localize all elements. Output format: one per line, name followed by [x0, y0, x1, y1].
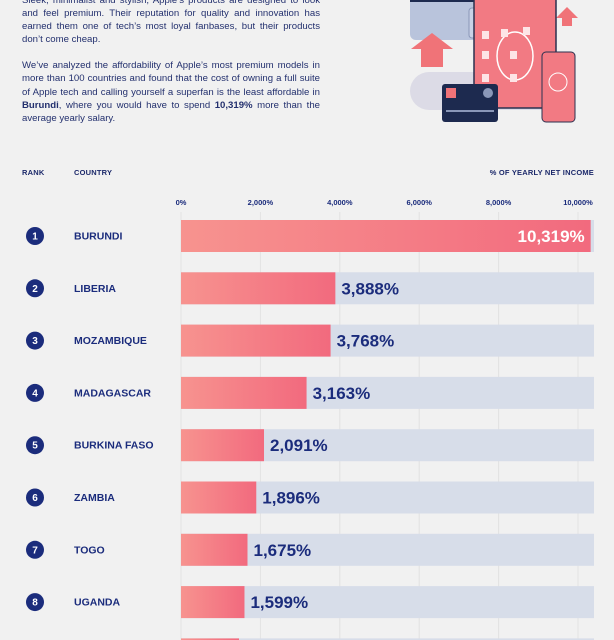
rank-badge: [26, 331, 44, 350]
bar: [181, 376, 307, 409]
tick-label: 8,000%: [486, 198, 512, 207]
rank-number: 4: [32, 388, 38, 399]
intro-text-part: more than the average yearly salary.: [22, 99, 320, 124]
phone-icon: [541, 51, 576, 123]
value-label: 1,675%: [253, 541, 311, 560]
country-label: BURUNDI: [74, 231, 122, 243]
bar: [181, 638, 239, 640]
bar: [181, 220, 591, 252]
value-label: 3,768%: [337, 332, 395, 351]
bar-track: [181, 638, 594, 640]
country-label: MOZAMBIQUE: [74, 335, 147, 347]
arrow-up-icon: [556, 7, 578, 26]
tick-label: 2,000%: [248, 198, 274, 207]
rank-header: RANK: [22, 168, 45, 177]
value-label: 3,163%: [313, 384, 371, 403]
bar-track: [181, 533, 594, 566]
country-label: MADAGASCAR: [74, 387, 151, 399]
value-label: 1,599%: [250, 593, 308, 612]
tick-label: 6,000%: [406, 198, 432, 207]
rank-badge: [26, 227, 44, 245]
rank-badge: [26, 540, 44, 559]
rank-badge: [26, 593, 44, 612]
country-header: COUNTRY: [74, 168, 113, 177]
tick-label: 4,000%: [327, 198, 353, 207]
value-header: % OF YEARLY NET INCOME: [489, 168, 594, 177]
bar: [181, 533, 248, 566]
bar: [181, 429, 265, 462]
arrow-up-icon: [411, 33, 453, 67]
bar-track: [181, 586, 594, 619]
value-label: 10,319%: [518, 227, 585, 246]
rank-badge: [26, 488, 44, 507]
rank-badge: [26, 279, 44, 298]
country-label: ZAMBIA: [74, 492, 115, 504]
intro-text: Sleek, minimalist and stylish, Apple’s p…: [22, 0, 320, 138]
tick-label: 10,000%: [563, 198, 593, 207]
value-label: 1,896%: [262, 489, 320, 508]
country-label: LIBERIA: [74, 283, 116, 295]
country-label: BURKINA FASO: [74, 440, 154, 452]
rank-number: 8: [32, 598, 38, 609]
rank-number: 7: [32, 545, 38, 556]
intro-text-part: We’ve analyzed the affordability of Appl…: [22, 60, 320, 98]
bar: [181, 586, 245, 619]
rank-number: 1: [32, 232, 38, 243]
bar: [181, 324, 331, 357]
highlight-value: 10,319%: [214, 99, 253, 111]
tick-label: 0%: [176, 198, 187, 207]
country-label: UGANDA: [74, 597, 120, 609]
value-label: 3,888%: [341, 279, 399, 298]
intro-paragraph-1: Sleek, minimalist and stylish, Apple’s p…: [22, 0, 320, 46]
value-label: 2,091%: [270, 436, 328, 455]
highlight-country: Burundi: [22, 99, 59, 111]
country-label: TOGO: [74, 544, 105, 556]
intro-paragraph-2: We’ve analyzed the affordability of Appl…: [22, 59, 320, 124]
rank-number: 2: [32, 284, 38, 295]
bar: [181, 272, 336, 305]
intro-text-part: , where you would have to spend: [58, 99, 215, 111]
rank-badge: [26, 436, 44, 455]
apple-devices-illustration: [410, 0, 578, 123]
rank-badge: [26, 383, 44, 402]
rank-number: 5: [32, 441, 38, 452]
bar: [181, 481, 257, 514]
rank-number: 3: [32, 336, 38, 347]
rank-number: 6: [32, 493, 38, 504]
